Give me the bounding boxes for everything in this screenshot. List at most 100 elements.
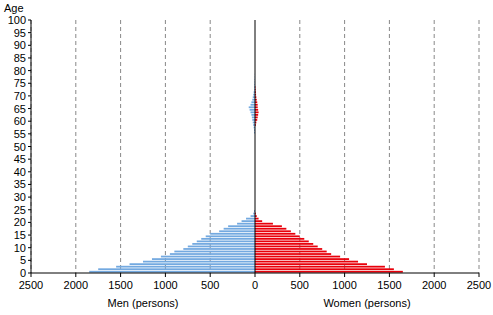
tick bbox=[434, 273, 435, 277]
grid-line bbox=[75, 20, 76, 273]
grid-line bbox=[210, 20, 211, 273]
bar bbox=[89, 271, 255, 273]
bar bbox=[255, 246, 318, 248]
bar bbox=[242, 220, 255, 222]
tick-label: 1500 bbox=[108, 279, 132, 291]
bars bbox=[89, 74, 403, 273]
tick-label: 70 bbox=[14, 90, 26, 102]
bar bbox=[255, 233, 295, 235]
tick bbox=[120, 273, 121, 277]
bar bbox=[250, 109, 255, 111]
tick-label: 15 bbox=[14, 229, 26, 241]
tick-label: 40 bbox=[14, 166, 26, 178]
tick-label: 2500 bbox=[467, 279, 491, 291]
tick-label: 2500 bbox=[19, 279, 43, 291]
axis-label: Men (persons) bbox=[108, 297, 179, 309]
bar bbox=[192, 243, 255, 245]
tick-label: 500 bbox=[291, 279, 309, 291]
bar bbox=[255, 253, 331, 255]
bar bbox=[251, 104, 255, 106]
tick-label: 1000 bbox=[153, 279, 177, 291]
bar bbox=[210, 233, 255, 235]
axis-label: Women (persons) bbox=[323, 297, 410, 309]
bar bbox=[255, 240, 309, 242]
bar bbox=[219, 230, 255, 232]
tick-label: 1000 bbox=[332, 279, 356, 291]
tick-label: 65 bbox=[14, 103, 26, 115]
tick-label: 60 bbox=[14, 115, 26, 127]
tick-label: 85 bbox=[14, 52, 26, 64]
bar bbox=[183, 248, 255, 250]
tick-label: 1500 bbox=[377, 279, 401, 291]
bar bbox=[255, 263, 367, 265]
bar bbox=[255, 238, 304, 240]
bar bbox=[255, 111, 259, 113]
tick-label: 80 bbox=[14, 65, 26, 77]
bar bbox=[98, 268, 255, 270]
bar bbox=[255, 258, 349, 260]
grid-line bbox=[479, 20, 480, 273]
bar bbox=[251, 101, 255, 103]
tick-label: 5 bbox=[20, 254, 26, 266]
chart: 0500500100010001500150020002000250025000… bbox=[0, 0, 493, 315]
bar bbox=[224, 228, 255, 230]
tick-label: 10 bbox=[14, 242, 26, 254]
bar bbox=[255, 235, 300, 237]
tick-label: 20 bbox=[14, 216, 26, 228]
y-axis bbox=[31, 20, 32, 273]
tick-label: 0 bbox=[20, 267, 26, 279]
axis-label: Age bbox=[4, 2, 24, 14]
tick-label: 0 bbox=[252, 279, 258, 291]
bar bbox=[249, 106, 255, 108]
tick-label: 50 bbox=[14, 141, 26, 153]
tick-label: 25 bbox=[14, 204, 26, 216]
bar bbox=[255, 266, 385, 268]
bar bbox=[237, 223, 255, 225]
tick bbox=[31, 273, 32, 277]
tick bbox=[479, 273, 480, 277]
bar bbox=[188, 246, 255, 248]
bar bbox=[197, 240, 255, 242]
bar bbox=[161, 256, 255, 258]
tick bbox=[210, 273, 211, 277]
bar bbox=[255, 230, 291, 232]
bar bbox=[255, 243, 313, 245]
bar bbox=[255, 223, 273, 225]
bar bbox=[170, 253, 255, 255]
bar bbox=[255, 268, 394, 270]
tick bbox=[255, 273, 256, 277]
bar bbox=[206, 235, 255, 237]
tick-label: 45 bbox=[14, 153, 26, 165]
grid-line bbox=[120, 20, 121, 273]
tick-label: 95 bbox=[14, 27, 26, 39]
tick bbox=[299, 273, 300, 277]
grid-line bbox=[31, 20, 32, 273]
bar bbox=[228, 225, 255, 227]
tick-label: 90 bbox=[14, 39, 26, 51]
tick-label: 100 bbox=[8, 14, 26, 26]
grid-line bbox=[299, 20, 300, 273]
tick-label: 2000 bbox=[422, 279, 446, 291]
tick-label: 35 bbox=[14, 178, 26, 190]
bar bbox=[255, 228, 286, 230]
tick-label: 500 bbox=[201, 279, 219, 291]
zero-line bbox=[255, 20, 256, 273]
bar bbox=[251, 215, 255, 217]
bar bbox=[116, 266, 255, 268]
bar bbox=[255, 261, 358, 263]
bar bbox=[251, 111, 255, 113]
tick bbox=[75, 273, 76, 277]
bar bbox=[251, 114, 255, 116]
bar bbox=[255, 251, 327, 253]
grid-line bbox=[434, 20, 435, 273]
bar bbox=[255, 256, 340, 258]
bar bbox=[255, 248, 322, 250]
grid-line bbox=[344, 20, 345, 273]
bar bbox=[255, 218, 259, 220]
grid-line bbox=[165, 20, 166, 273]
bar bbox=[246, 218, 255, 220]
tick-label: 2000 bbox=[64, 279, 88, 291]
bar bbox=[130, 263, 255, 265]
grid-line bbox=[389, 20, 390, 273]
tick-label: 55 bbox=[14, 128, 26, 140]
